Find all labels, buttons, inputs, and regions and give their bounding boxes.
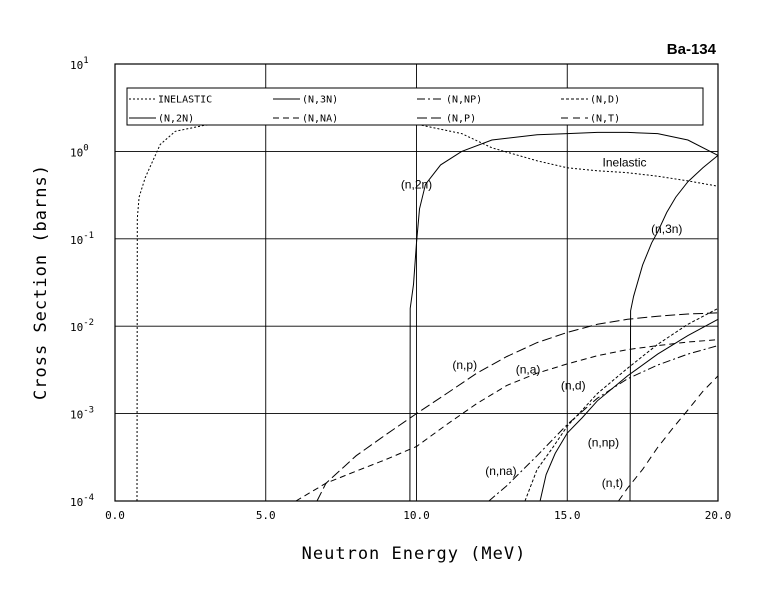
legend-label: (N,NA): [302, 114, 338, 125]
y-tick-label: 10-3: [70, 406, 94, 422]
series-line: [409, 131, 719, 502]
series-line: [629, 155, 719, 502]
x-tick-label: 5.0: [256, 509, 276, 522]
curve-annotation: (n,na): [485, 464, 516, 478]
legend: INELASTIC (N,3N) (N,NP) (N,D) (N,2N) (N,NA) (N…: [129, 95, 620, 125]
legend-label: (N,3N): [302, 95, 338, 106]
curve-annotation: (n,3n): [651, 222, 682, 236]
y-tick-label: 10-1: [70, 231, 94, 247]
series-line: [524, 307, 719, 502]
legend-label: INELASTIC: [158, 95, 212, 106]
grid-lines: [115, 64, 718, 501]
legend-label: (N,P): [446, 114, 476, 125]
x-tick-label: 15.0: [554, 509, 581, 522]
x-tick-label: 10.0: [403, 509, 430, 522]
legend-box: [126, 87, 704, 126]
series-line: [488, 345, 719, 502]
curve-annotations: Inelastic (n,2n) (n,3n) (n,p) (n,a) (n,d) (n,n…: [401, 155, 683, 490]
legend-label: (N,T): [590, 114, 620, 125]
curve-annotation: (n,2n): [401, 177, 432, 191]
series-line: [539, 318, 719, 502]
x-axis-title: Neutron Energy (MeV): [302, 544, 527, 564]
chart-title: Ba-134: [667, 41, 717, 58]
y-tick-label: 101: [70, 56, 89, 72]
curve-annotation: (n,a): [516, 362, 541, 376]
x-tick-labels: 0.0 5.0 10.0 15.0 20.0: [105, 509, 731, 522]
y-tick-label: 10-4: [70, 493, 94, 509]
y-axis-title: Cross Section (barns): [31, 164, 51, 400]
plot-area: [114, 63, 719, 502]
y-tick-labels: 101 100 10-1 10-2 10-3 10-4: [70, 56, 94, 509]
series-line: [295, 339, 719, 502]
legend-label: (N,2N): [158, 114, 194, 125]
curve-annotation: Inelastic: [603, 155, 647, 169]
legend-label: (N,D): [590, 95, 620, 106]
x-tick-label: 20.0: [705, 509, 732, 522]
curve-annotation: (n,t): [602, 476, 623, 490]
y-tick-label: 100: [70, 143, 89, 159]
y-tick-label: 10-2: [70, 318, 94, 334]
curve-annotation: (n,d): [561, 378, 586, 392]
curve-annotation: (n,p): [452, 358, 477, 372]
series-line: [316, 312, 719, 502]
curve-annotation: (n,np): [588, 435, 619, 449]
legend-label: (N,NP): [446, 95, 482, 106]
x-tick-label: 0.0: [105, 509, 125, 522]
series-line: [618, 375, 719, 502]
